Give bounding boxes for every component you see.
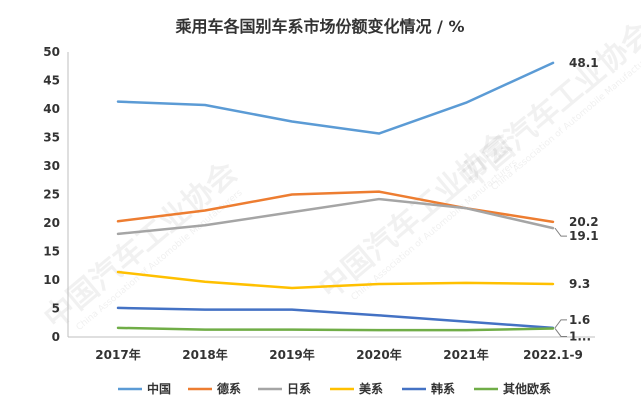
series-line [116, 270, 555, 290]
series-line [116, 326, 555, 332]
y-tick-label: 15 [43, 245, 60, 259]
x-axis: 2017年 2018年 2019年 2020年 2021年 2022.1-9 [68, 336, 595, 362]
legend-item-label: 日系 [287, 381, 311, 396]
series-line [116, 197, 555, 236]
chart-title: 乘用车各国别车系市场份额变化情况 / % [174, 17, 464, 36]
data-label: 1... [569, 329, 591, 343]
y-axis: 0 5 10 15 20 25 30 35 40 45 50 [43, 45, 69, 344]
legend-item-label: 其他欧系 [503, 381, 551, 396]
series-line [116, 306, 555, 330]
x-tick-label: 2017年 [95, 347, 140, 362]
legend-item-label: 美系 [359, 381, 383, 396]
data-label: 20.2 [569, 215, 599, 229]
x-tick-label: 2020年 [356, 347, 401, 362]
watermark-text: 中国汽车工业协会 [453, 15, 641, 196]
y-tick-label: 5 [52, 302, 60, 316]
data-label: 1.6 [569, 313, 590, 327]
x-tick-label: 2021年 [443, 347, 488, 362]
y-tick-label: 30 [43, 159, 60, 173]
y-tick-label: 45 [43, 74, 60, 88]
legend-item-label: 韩系 [431, 381, 455, 396]
end-labels: 48.1 20.219.1 9.3 1.6 1... [554, 56, 599, 343]
data-label: 48.1 [569, 56, 599, 70]
y-tick-label: 20 [43, 216, 60, 230]
label-leader-line [554, 328, 567, 337]
legend: 中国 德系 日系 美系 韩系 其他欧系 [118, 381, 551, 396]
y-tick-label: 25 [43, 188, 60, 202]
x-tick-label: 2022.1-9 [523, 348, 583, 362]
data-label: 9.3 [569, 277, 590, 291]
label-leader-line [554, 227, 567, 237]
series-line [116, 61, 555, 135]
y-tick-label: 35 [43, 131, 60, 145]
x-tick-label: 2019年 [269, 347, 314, 362]
data-label: 19.1 [569, 229, 599, 243]
x-tick-label: 2018年 [182, 347, 227, 362]
y-tick-label: 50 [43, 45, 60, 59]
label-leader-line [554, 319, 567, 329]
legend-item-label: 德系 [217, 381, 241, 396]
y-tick-label: 40 [43, 102, 60, 116]
legend-item-label: 中国 [147, 381, 171, 396]
y-tick-label: 10 [43, 273, 60, 287]
series-lines [116, 61, 555, 332]
y-tick-label: 0 [52, 330, 60, 344]
